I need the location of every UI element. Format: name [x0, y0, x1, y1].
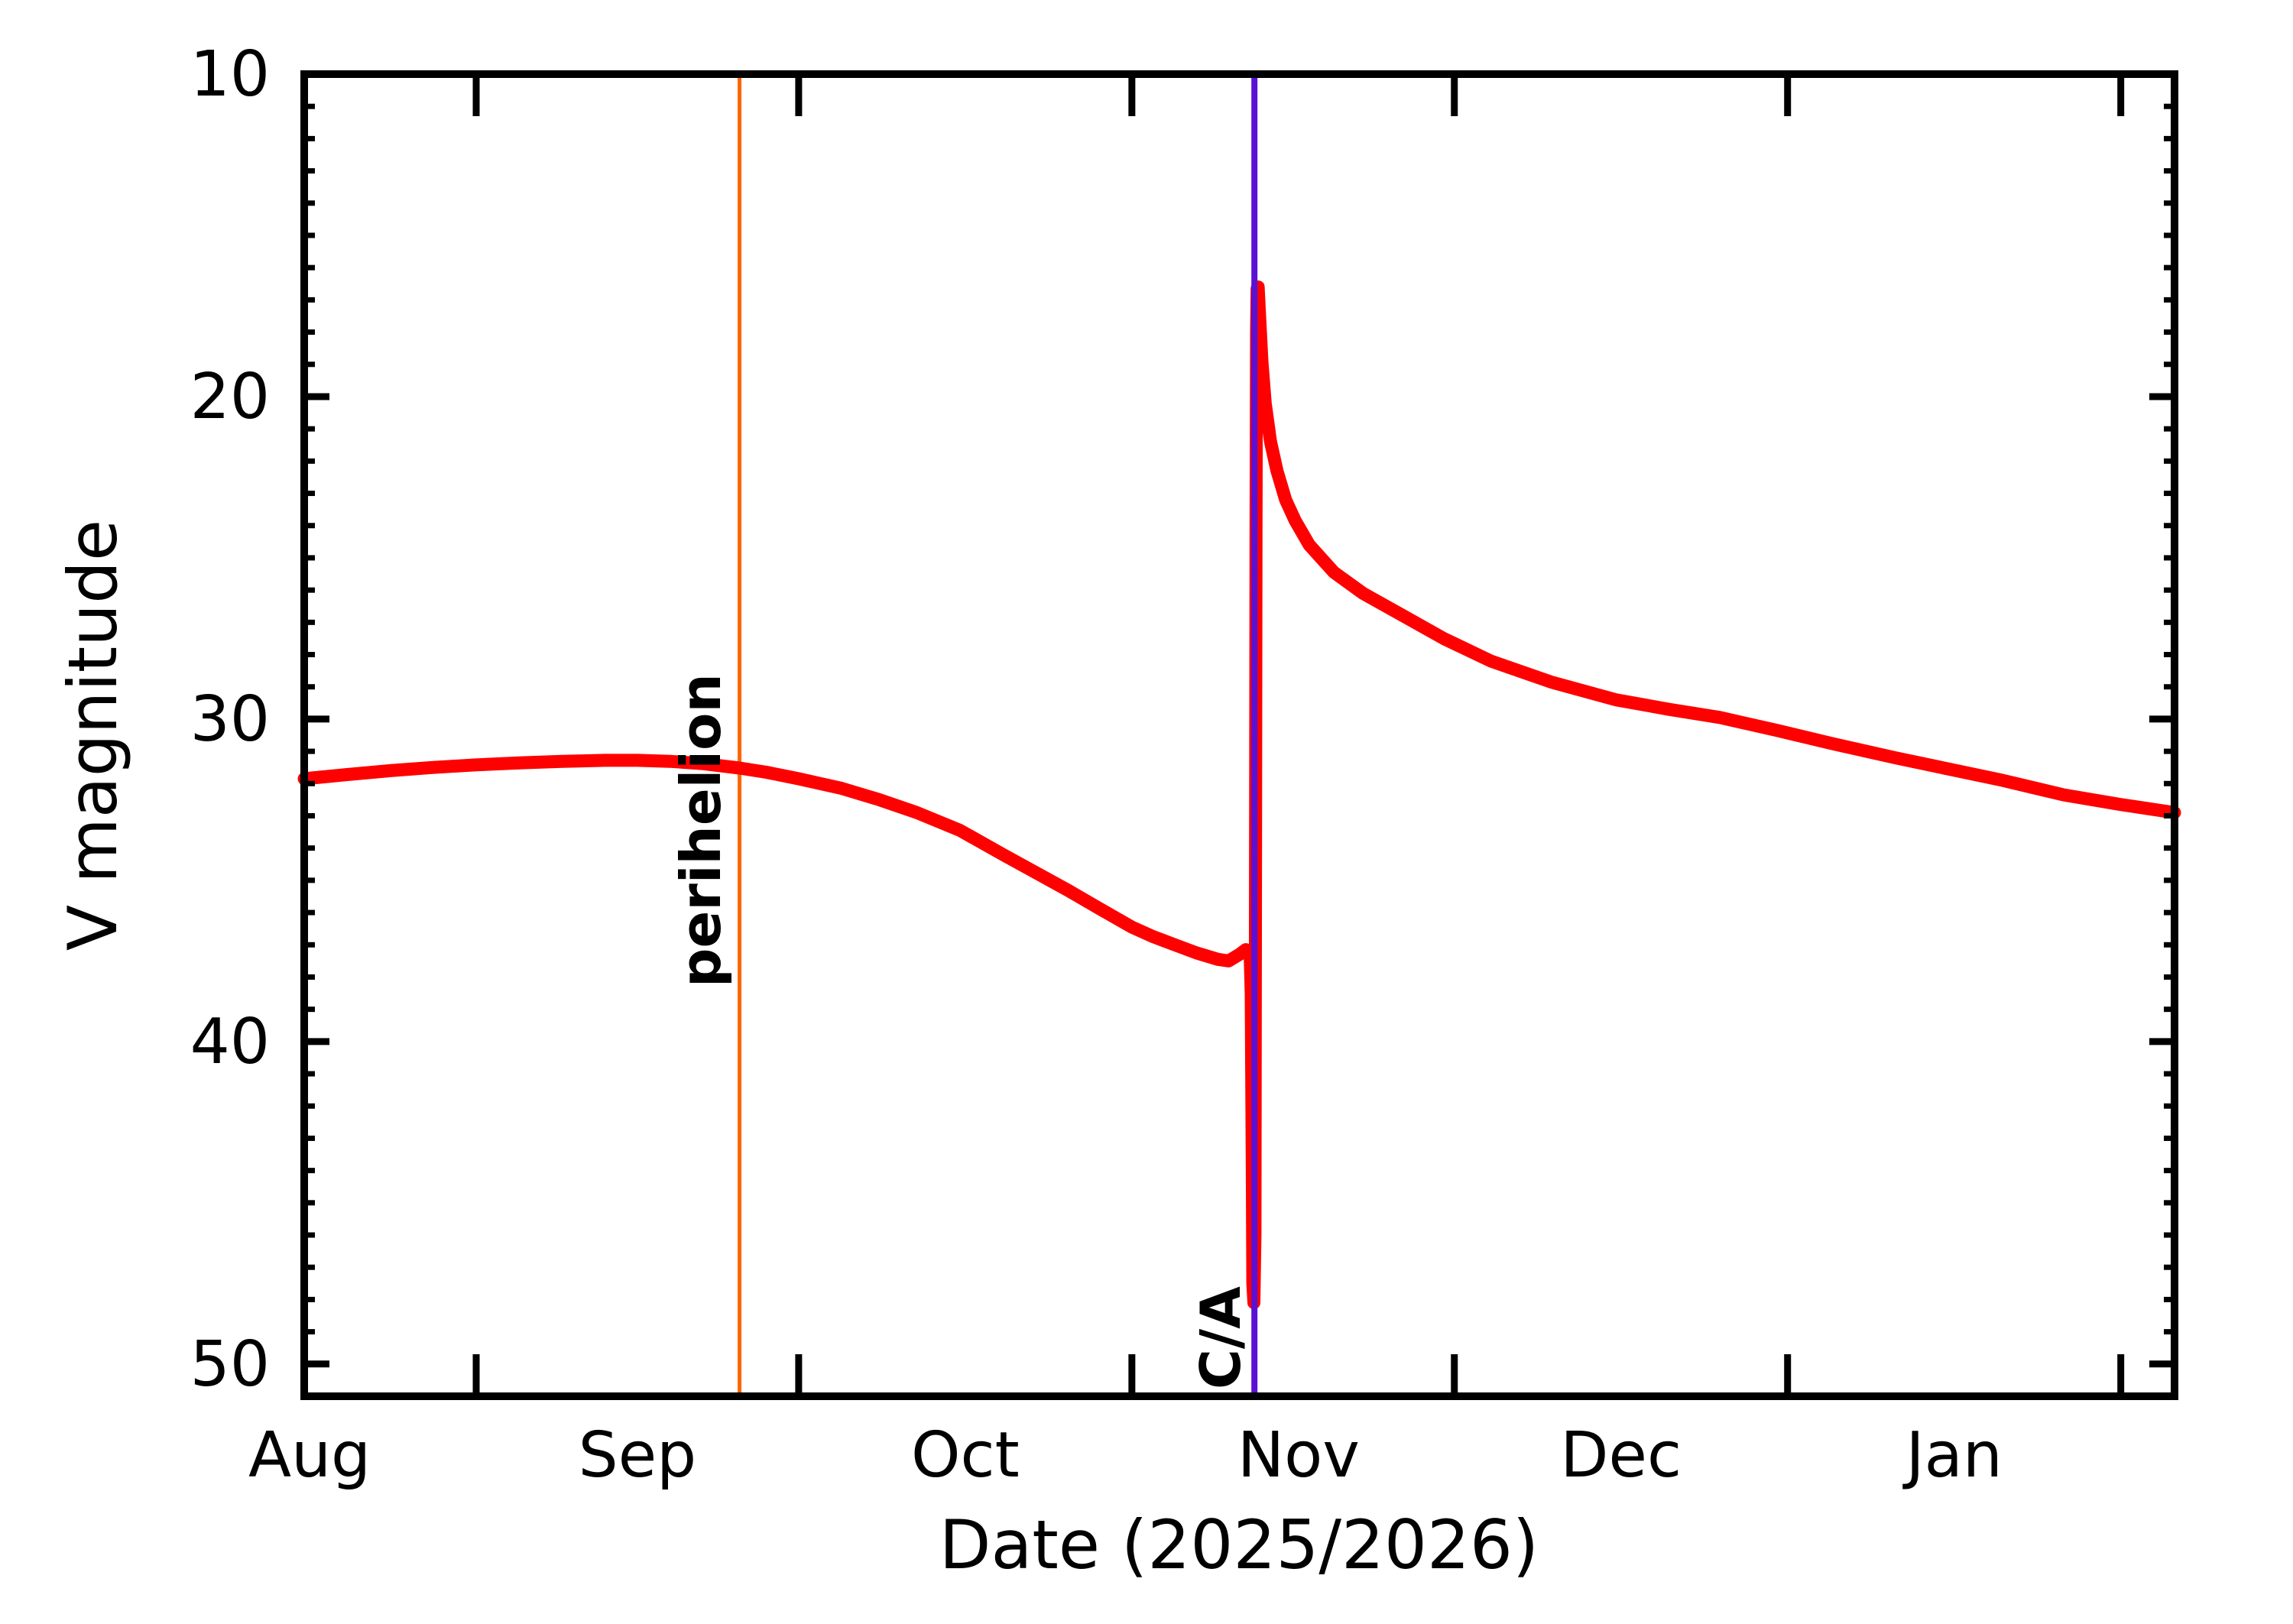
perihelion-label: perihelion	[669, 673, 733, 987]
magnitude-curve	[297, 280, 2181, 1310]
tick-labels-layer: 10 20 30 40 50 Aug Sep Oct Nov Dec Jan	[190, 38, 2003, 1492]
x-tick-label: Aug	[248, 1419, 371, 1492]
x-tick-label: Nov	[1237, 1419, 1360, 1492]
y-tick-label: 40	[190, 1006, 270, 1078]
y-tick-label: 20	[190, 361, 270, 433]
y-tick-label: 50	[190, 1328, 270, 1401]
plot-frame	[300, 70, 2178, 1400]
x-tick-label: Jan	[1902, 1419, 2003, 1492]
curve-layer	[297, 280, 2181, 1310]
x-tick-label: Dec	[1560, 1419, 1682, 1492]
x-axis-title: Date (2025/2026)	[939, 1506, 1539, 1584]
x-tick-label: Sep	[579, 1419, 697, 1492]
ticks-layer	[304, 70, 2175, 1396]
close-approach-label: C/A	[1189, 1286, 1253, 1389]
y-tick-label: 30	[190, 683, 270, 756]
x-tick-label: Oct	[911, 1419, 1020, 1492]
y-axis-title: V magnitude	[54, 520, 132, 951]
y-tick-label: 10	[190, 38, 270, 111]
